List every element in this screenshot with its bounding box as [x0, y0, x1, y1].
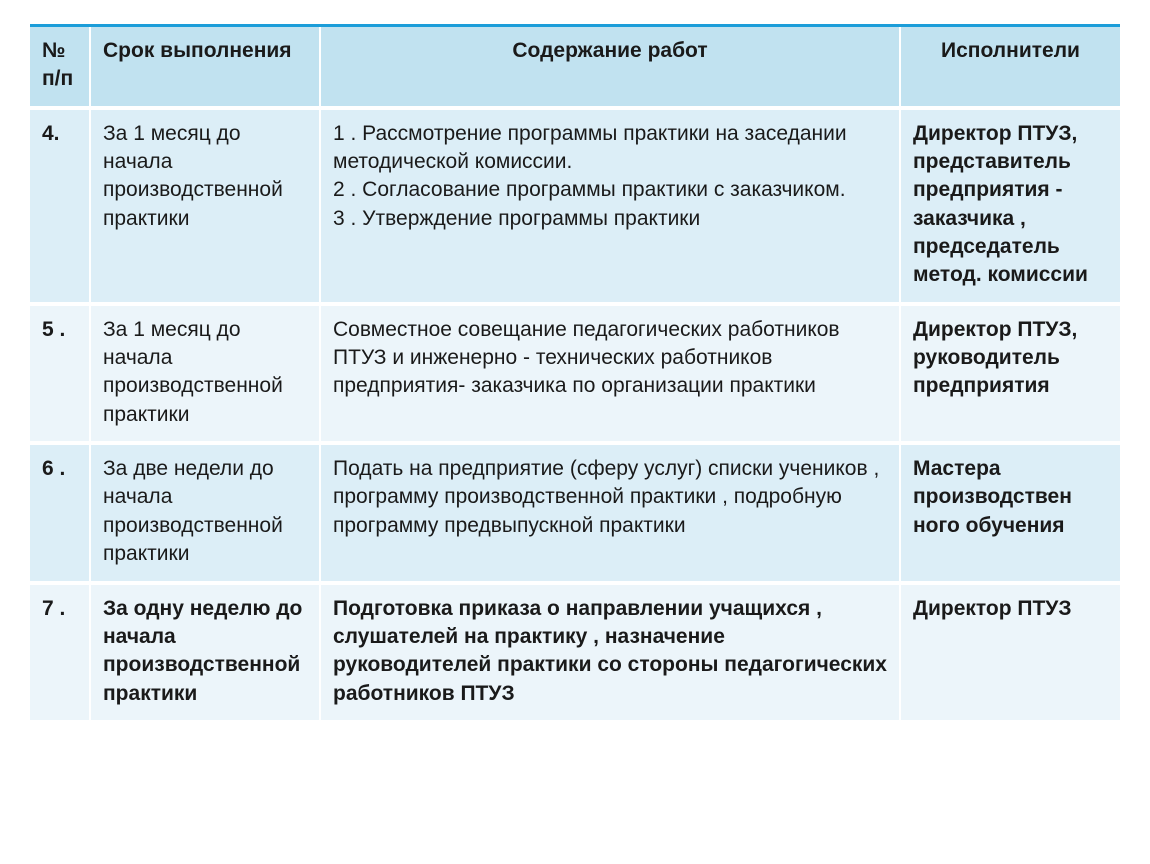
cell-deadline: За 1 месяц до начала производственной пр… — [90, 108, 320, 304]
cell-deadline: За одну неделю до начала производственно… — [90, 583, 320, 720]
cell-num: 5 . — [30, 304, 90, 443]
cell-deadline: За две недели до начала производственной… — [90, 443, 320, 582]
table-row: 4.За 1 месяц до начала производственной … — [30, 108, 1120, 304]
table-row: 6 .За две недели до начала производствен… — [30, 443, 1120, 582]
cell-exec: Директор ПТУЗ — [900, 583, 1120, 720]
cell-exec: Директор ПТУЗ, представитель предприятия… — [900, 108, 1120, 304]
cell-content: 1 . Рассмотрение программы практики на з… — [320, 108, 900, 304]
cell-content: Подготовка приказа о направлении учащихс… — [320, 583, 900, 720]
cell-num: 4. — [30, 108, 90, 304]
cell-num: 6 . — [30, 443, 90, 582]
table-row: 7 .За одну неделю до начала производстве… — [30, 583, 1120, 720]
col-header-num: № п/п — [30, 27, 90, 108]
table: № п/п Срок выполнения Содержание работ И… — [30, 27, 1120, 720]
cell-num: 7 . — [30, 583, 90, 720]
table-header: № п/п Срок выполнения Содержание работ И… — [30, 27, 1120, 108]
cell-deadline: За 1 месяц до начала производственной пр… — [90, 304, 320, 443]
col-header-exec: Исполнители — [900, 27, 1120, 108]
cell-exec: Директор ПТУЗ, руководитель предприятия — [900, 304, 1120, 443]
cell-content: Совместное совещание педагогических рабо… — [320, 304, 900, 443]
table-row: 5 .За 1 месяц до начала производственной… — [30, 304, 1120, 443]
col-header-deadline: Срок выполнения — [90, 27, 320, 108]
cell-content: Подать на предприятие (сферу услуг) спис… — [320, 443, 900, 582]
col-header-content: Содержание работ — [320, 27, 900, 108]
cell-exec: Мастера производствен ного обучения — [900, 443, 1120, 582]
work-plan-table: № п/п Срок выполнения Содержание работ И… — [30, 24, 1120, 720]
table-body: 4.За 1 месяц до начала производственной … — [30, 108, 1120, 720]
